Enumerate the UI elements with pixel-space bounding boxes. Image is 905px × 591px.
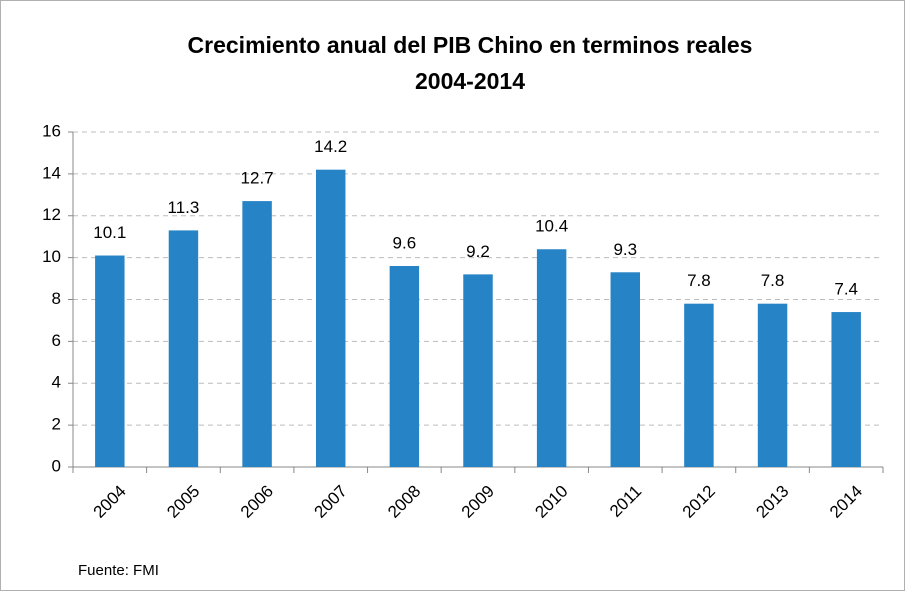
data-label: 9.2: [466, 242, 490, 261]
y-tick-label: 12: [42, 205, 61, 224]
chart-title: Crecimiento anual del PIB Chino en termi…: [188, 32, 753, 58]
y-tick-label: 0: [52, 456, 61, 475]
bar: [684, 303, 714, 467]
data-label: 12.7: [241, 169, 274, 188]
data-label: 14.2: [314, 137, 347, 156]
data-label: 9.3: [613, 240, 637, 259]
bar: [610, 272, 640, 467]
chart-subtitle: 2004-2014: [415, 68, 525, 94]
y-tick-label: 14: [42, 163, 61, 182]
data-label: 9.6: [393, 233, 417, 252]
y-tick-label: 4: [52, 373, 61, 392]
y-tick-label: 6: [52, 331, 61, 350]
source: Fuente: FMI: [78, 562, 159, 579]
data-label: 7.4: [834, 280, 858, 299]
bar: [316, 169, 346, 467]
data-label: 10.1: [93, 223, 126, 242]
data-label: 11.3: [168, 198, 200, 217]
bar: [242, 201, 272, 467]
y-tick-label: 10: [42, 247, 61, 266]
data-label: 10.4: [535, 217, 568, 236]
data-label: 7.8: [761, 271, 785, 290]
y-tick-label: 2: [52, 415, 61, 434]
bar: [757, 303, 788, 467]
bar: [831, 312, 861, 467]
bar: [95, 255, 125, 467]
bar: [536, 249, 567, 467]
bar: [168, 230, 199, 467]
data-label: 7.8: [687, 271, 711, 290]
bar: [463, 274, 493, 467]
y-tick-label: 16: [42, 121, 61, 140]
y-tick-label: 8: [52, 289, 61, 308]
bar: [389, 266, 420, 467]
